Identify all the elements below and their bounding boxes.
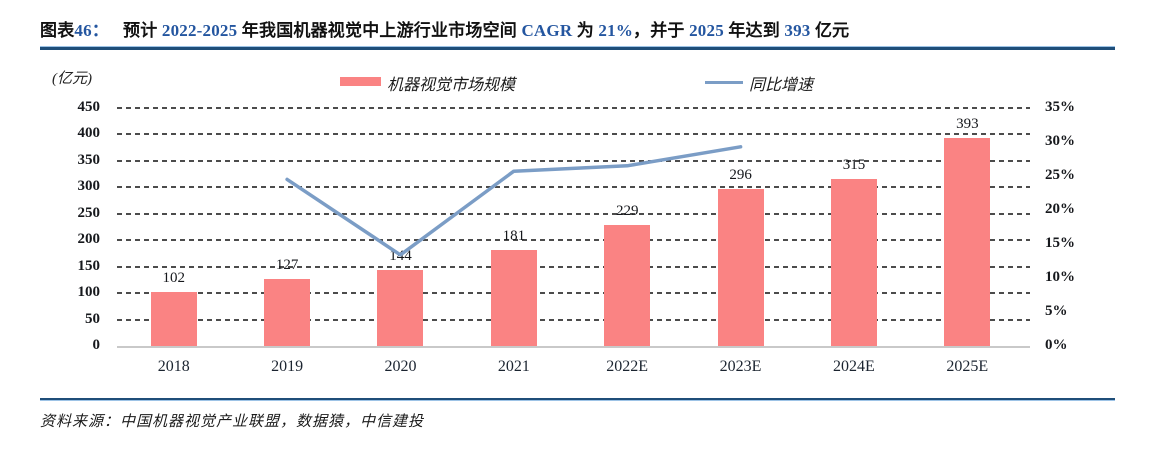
left-axis-tick: 200: [77, 231, 101, 248]
right-axis-tick: 15%: [1045, 235, 1075, 251]
figure-label-prefix: 图表: [40, 21, 75, 40]
figure-label: 图表46：: [40, 21, 109, 40]
title-segment: 年我国机器视觉中上游行业市场空间: [237, 21, 522, 40]
figure-label-number: 46：: [74, 21, 110, 40]
gridline: [117, 239, 1030, 242]
left-axis-tick: 350: [77, 151, 101, 168]
x-axis-tick: 2018: [157, 358, 190, 375]
bar: [490, 250, 537, 346]
title-segment: 2022-2025: [161, 21, 238, 40]
bar-value-label: 127: [275, 256, 299, 273]
gridline: [117, 159, 1030, 162]
bar: [264, 278, 311, 346]
x-axis-tick: 2025E: [946, 358, 989, 375]
bar-value-label: 181: [502, 228, 526, 245]
title-segment: 预计: [123, 21, 162, 40]
left-axis-tick: 300: [77, 178, 101, 195]
left-axis-tick: 400: [77, 125, 101, 142]
legend-line-label: 同比增速: [749, 77, 814, 94]
right-axis-tick: 5%: [1045, 303, 1068, 319]
left-axis-tick: 0: [92, 337, 101, 353]
bar-value-label: 393: [956, 116, 979, 133]
legend-bar-swatch: [340, 77, 381, 86]
bar-value-label: 102: [162, 270, 185, 287]
left-axis-tick: 100: [77, 284, 101, 301]
x-axis-tick: 2022E: [606, 358, 649, 375]
bar-value-label: 144: [389, 247, 412, 264]
legend-bar-label: 机器视觉市场规模: [387, 77, 516, 94]
footer-divider: [40, 398, 1115, 401]
gridline: [117, 186, 1030, 189]
gridline: [117, 292, 1030, 295]
bar-value-label: 296: [729, 167, 752, 184]
left-axis-tick: 50: [85, 310, 100, 327]
gridline: [117, 133, 1030, 136]
bar: [377, 269, 424, 346]
bar: [830, 179, 877, 346]
gridline: [117, 265, 1030, 268]
gridline: [117, 107, 1030, 109]
title-divider: [40, 46, 1115, 50]
title-segment: 年达到: [723, 21, 785, 40]
title-segment: 393: [784, 21, 811, 40]
title-segment: ，并于: [633, 21, 690, 40]
bar-value-label: 229: [615, 202, 639, 219]
source-note: 资料来源：中国机器视觉产业联盟，数据猿，中信建投: [40, 414, 425, 430]
legend-line-swatch: [705, 81, 743, 84]
bar: [717, 189, 764, 346]
figure-title-text: 预计 2022-2025 年我国机器视觉中上游行业市场空间 CAGR 为 21%…: [123, 21, 849, 40]
x-axis-baseline: [117, 346, 1030, 348]
left-axis-unit-label: (亿元): [52, 71, 92, 87]
figure-title: 图表46： 预计 2022-2025 年我国机器视觉中上游行业市场空间 CAGR …: [40, 16, 1115, 41]
left-axis-tick: 250: [77, 204, 101, 221]
right-axis-tick: 30%: [1045, 133, 1075, 149]
x-axis-tick: 2024E: [833, 358, 875, 375]
left-axis-tick: 450: [77, 99, 101, 115]
bar: [944, 138, 991, 346]
x-axis-tick: 2019: [271, 358, 304, 375]
right-axis-tick: 10%: [1045, 269, 1075, 285]
gridline: [117, 318, 1030, 321]
x-axis-tick: 2020: [384, 358, 417, 375]
right-axis-tick: 35%: [1045, 99, 1075, 115]
title-segment: 亿元: [810, 21, 850, 40]
right-axis-tick: 20%: [1045, 201, 1075, 217]
bar: [150, 292, 197, 346]
gridline: [117, 212, 1030, 215]
left-axis-tick: 150: [77, 257, 101, 274]
x-axis-tick: 2023E: [719, 358, 762, 375]
bar: [604, 224, 651, 346]
bar-value-label: 315: [842, 157, 866, 174]
title-segment: CAGR: [521, 21, 573, 40]
title-segment: 为: [572, 21, 599, 40]
right-axis-tick: 0%: [1045, 337, 1068, 353]
title-segment: 21%: [598, 21, 634, 40]
x-axis-tick: 2021: [497, 358, 530, 375]
right-axis-tick: 25%: [1045, 167, 1075, 183]
title-segment: 2025: [689, 21, 724, 40]
